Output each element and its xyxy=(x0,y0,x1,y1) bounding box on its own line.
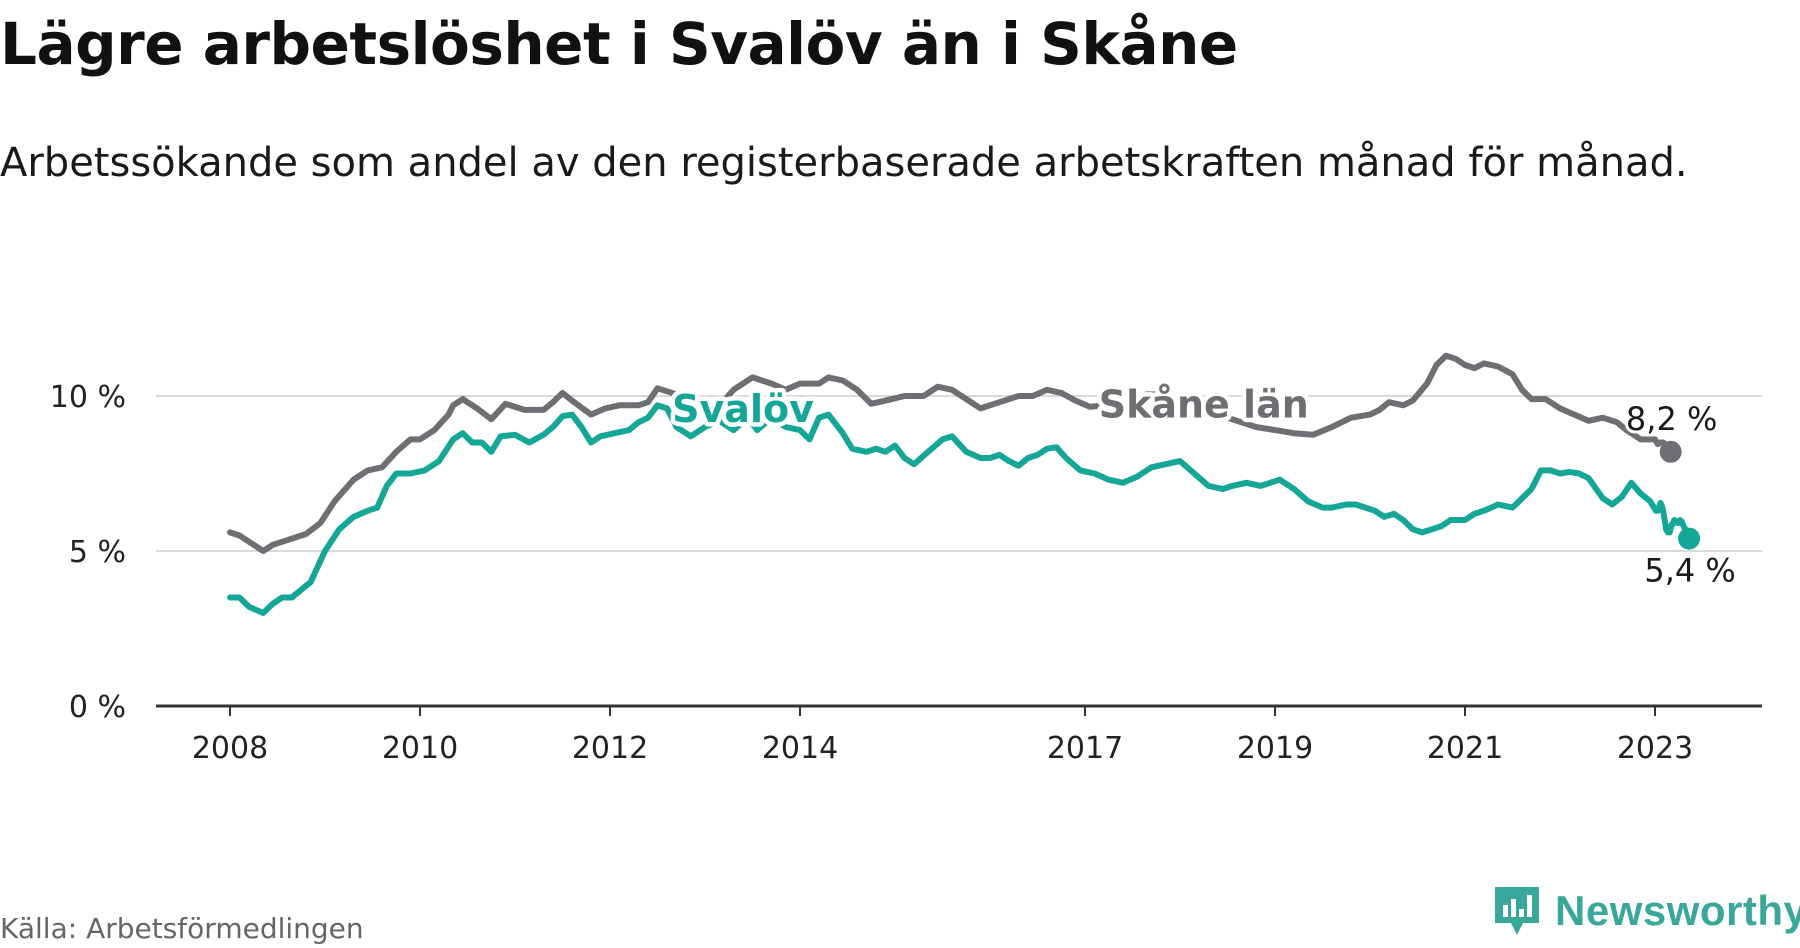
x-tick-label: 2017 xyxy=(1047,731,1123,766)
newsworthy-logo-icon xyxy=(1495,887,1539,935)
series-label-svalov: Svalöv xyxy=(672,387,814,431)
end-value-label-svalov: 5,4 % xyxy=(1644,552,1735,590)
y-tick-label: 10 % xyxy=(50,380,126,415)
brand-name: Newsworthy xyxy=(1555,887,1800,934)
y-tick-label: 0 % xyxy=(69,690,126,725)
x-tick-label: 2021 xyxy=(1427,731,1503,766)
source-note: Källa: Arbetsförmedlingen xyxy=(0,912,364,945)
x-tick-label: 2023 xyxy=(1617,731,1693,766)
x-tick-label: 2010 xyxy=(382,731,458,766)
brand-logo: Newsworthy xyxy=(1493,885,1800,937)
x-tick-label: 2014 xyxy=(762,731,838,766)
end-value-label-skane: 8,2 % xyxy=(1626,400,1717,438)
y-tick-label: 5 % xyxy=(69,535,126,570)
x-tick-label: 2008 xyxy=(192,731,268,766)
series-line-skane xyxy=(227,352,1674,554)
series-label-skane: Skåne län xyxy=(1099,382,1309,426)
chart-title: Lägre arbetslöshet i Svalöv än i Skåne xyxy=(0,10,1238,78)
end-point-svalov xyxy=(1678,527,1701,550)
chart-subtitle: Arbetssökande som andel av den registerb… xyxy=(0,140,1688,186)
end-point-skane xyxy=(1659,440,1682,463)
line-chart: 0 % 5 % 10 % 2008 2010 2012 2014 2017 2019 2021 20… xyxy=(50,352,1762,766)
x-tick-label: 2012 xyxy=(572,731,648,766)
series-line-svalov xyxy=(227,402,1693,616)
x-tick-label: 2019 xyxy=(1237,731,1313,766)
